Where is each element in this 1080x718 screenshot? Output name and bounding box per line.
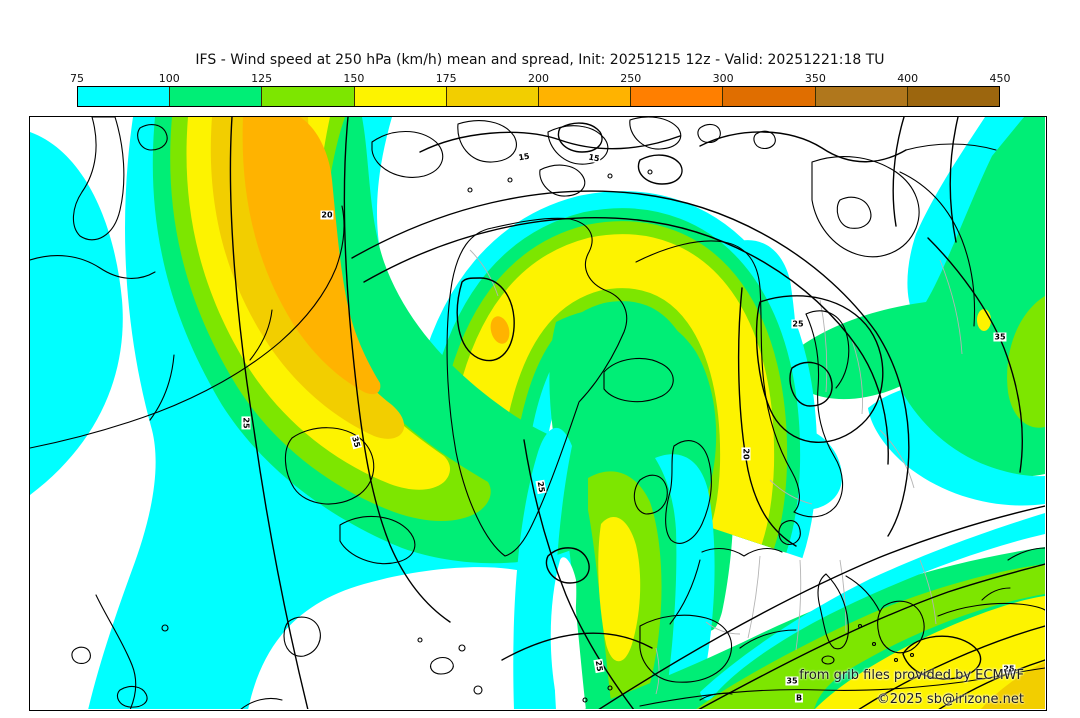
colorbar-tick-row: 75 100 125 150 175 200 250 300 350 400 450: [70, 72, 1011, 85]
colorbar-tick-label: 175: [435, 72, 457, 85]
colorbar-tick-label: 100: [158, 72, 180, 85]
colorbar-tick-label: 75: [70, 72, 84, 85]
colorbar-segment-200-250: [539, 87, 632, 106]
wind-speed-map: [30, 117, 1045, 709]
colorbar-segment-75-100: [78, 87, 171, 106]
colorbar-tick-label: 200: [528, 72, 549, 85]
colorbar-tick-label: 450: [989, 72, 1011, 85]
colorbar-segment-250-300: [631, 87, 724, 106]
colorbar-segment-400-450: [907, 87, 1000, 106]
spread-contours: [229, 117, 1045, 709]
country-borders: [469, 249, 963, 695]
colorbar-segment-100-125: [170, 87, 263, 106]
colorbar-segment-175-200: [446, 87, 540, 106]
colorbar-tick-label: 150: [343, 72, 365, 85]
colorbar-tick-label: 250: [620, 72, 642, 85]
attribution-source: from grib files provided by ECMWF: [799, 668, 1024, 683]
colorbar: [77, 86, 1000, 107]
colorbar-tick-label: 300: [712, 72, 734, 85]
colorbar-segment-125-150: [262, 87, 355, 106]
coastlines: [30, 117, 1045, 709]
colorbar-segment-150-175: [354, 87, 447, 106]
map-frame: [29, 116, 1047, 711]
colorbar-tick-label: 400: [897, 72, 919, 85]
wind-speed-fill-regions: [30, 117, 1045, 709]
colorbar-segment-300-350: [723, 87, 816, 106]
page-title: IFS - Wind speed at 250 hPa (km/h) mean …: [195, 52, 885, 68]
colorbar-tick-label: 125: [251, 72, 273, 85]
colorbar-tick-label: 350: [804, 72, 826, 85]
attribution-copyright: ©2025 sb@irizone.net: [876, 692, 1024, 707]
colorbar-segment-350-400: [815, 87, 908, 106]
